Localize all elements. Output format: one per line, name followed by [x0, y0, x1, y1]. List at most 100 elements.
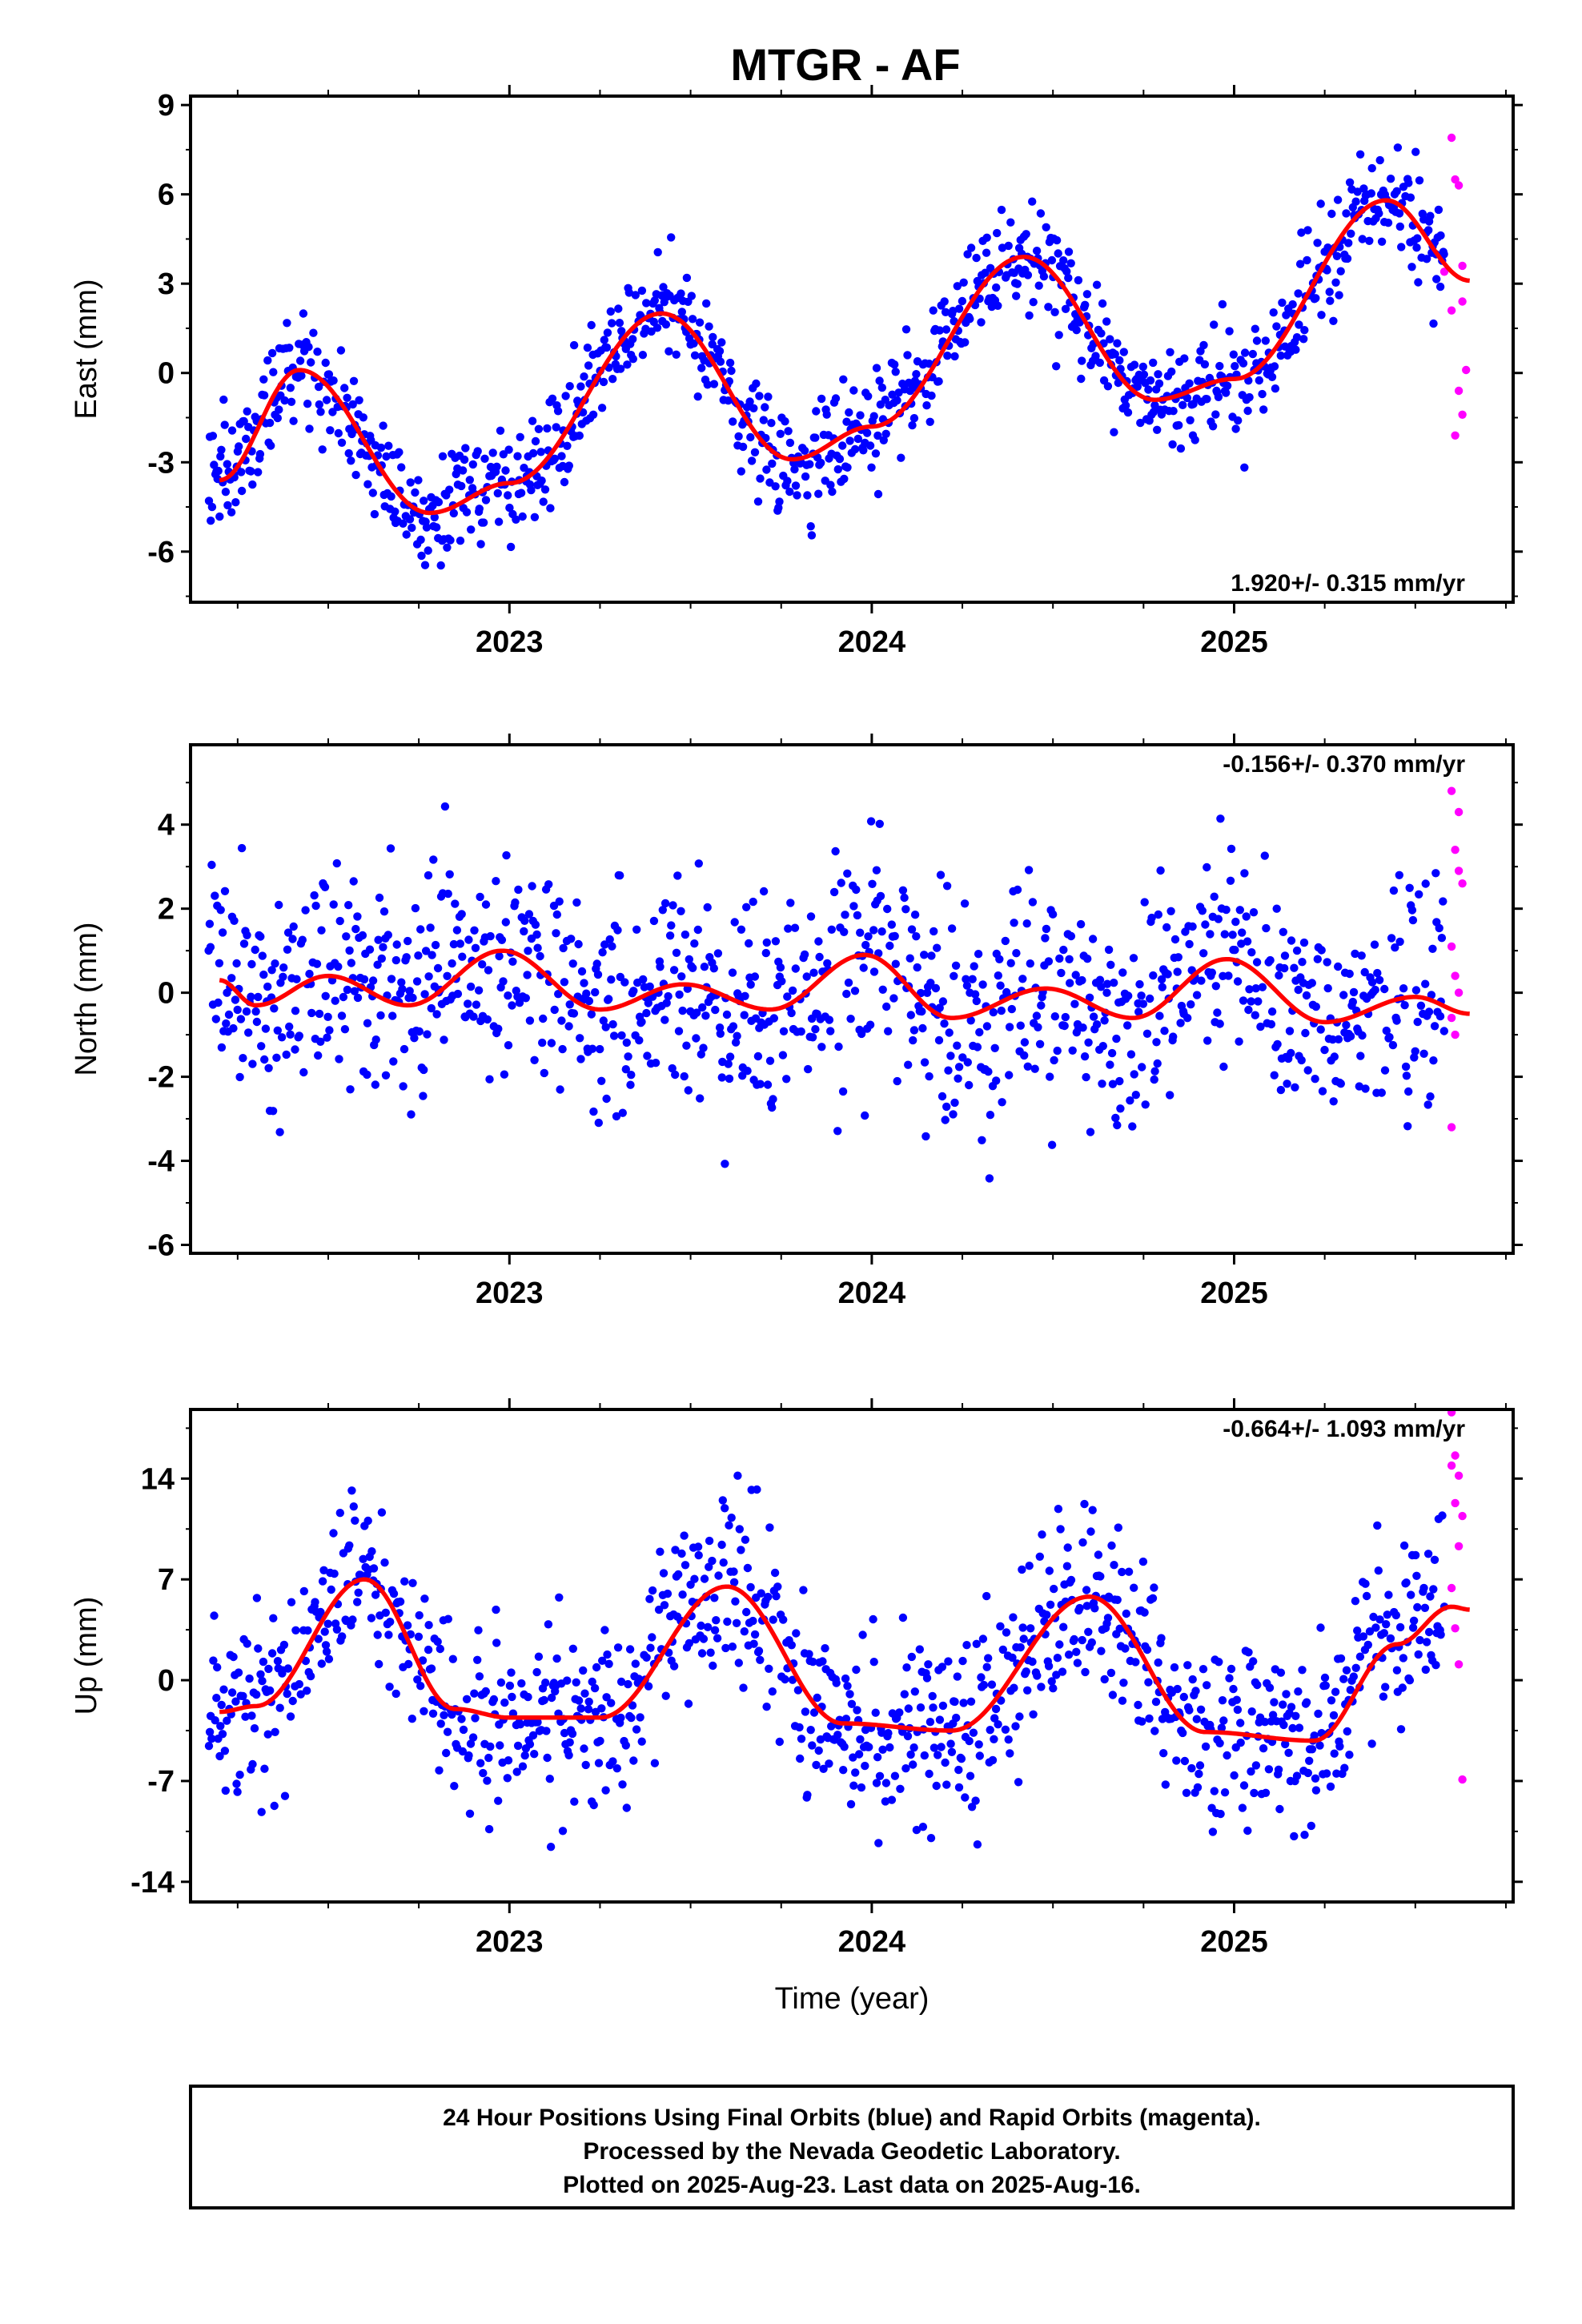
up-point — [1115, 1624, 1124, 1634]
east-point — [295, 356, 305, 365]
east-point — [1215, 361, 1224, 371]
east-point — [446, 536, 455, 545]
east-point — [1261, 336, 1271, 345]
north-point — [694, 859, 703, 868]
east-point — [608, 375, 617, 384]
up-point — [944, 1657, 953, 1666]
up-point — [440, 1711, 448, 1719]
north-point — [528, 882, 536, 891]
up-point — [231, 1697, 240, 1706]
up-point — [216, 1722, 225, 1731]
north-point — [869, 926, 878, 935]
east-point — [1144, 385, 1153, 394]
east-point — [363, 480, 372, 489]
east-point — [243, 407, 251, 416]
north-point — [550, 1005, 559, 1015]
up-point — [217, 1700, 226, 1710]
up-point — [338, 1632, 347, 1641]
east-point — [351, 470, 360, 480]
north-point — [373, 960, 382, 969]
up-rate-label: -0.664+/- 1.093 mm/yr — [1223, 1416, 1465, 1442]
up-point — [916, 1703, 926, 1712]
north-point — [765, 1056, 775, 1065]
north-point — [909, 1035, 917, 1045]
north-point — [601, 1023, 610, 1031]
up-point — [967, 1803, 977, 1811]
north-point — [992, 1076, 1001, 1085]
north-point — [596, 1044, 604, 1054]
east-point — [1052, 362, 1061, 371]
north-point — [457, 910, 466, 919]
up-point — [416, 1682, 425, 1691]
north-point — [444, 889, 452, 899]
north-point — [254, 992, 263, 1002]
north-point — [1329, 1097, 1338, 1106]
up-point — [602, 1693, 611, 1702]
east-point — [755, 392, 764, 400]
up-point — [1195, 1761, 1205, 1770]
east-point — [993, 228, 1002, 238]
east-point — [1062, 267, 1071, 276]
north-point — [627, 1071, 636, 1080]
east-point — [283, 319, 291, 328]
up-point — [772, 1592, 781, 1601]
up-point — [1438, 1511, 1447, 1520]
up-point — [1142, 1645, 1152, 1655]
up-point — [694, 1550, 703, 1560]
north-point — [289, 922, 298, 931]
north-point — [251, 1007, 260, 1016]
up-point — [260, 1764, 269, 1773]
north-point — [1001, 936, 1010, 946]
north-point — [671, 1070, 680, 1080]
north-point — [343, 985, 352, 995]
east-point — [420, 561, 430, 569]
up-point — [705, 1536, 714, 1546]
north-point — [325, 1026, 334, 1035]
up-point — [220, 1747, 230, 1755]
north-point — [1006, 959, 1015, 967]
up-point — [396, 1597, 405, 1606]
north-point — [1018, 975, 1027, 983]
north-frame — [189, 743, 1515, 1255]
up-point — [1191, 1687, 1200, 1695]
north-point — [252, 1017, 262, 1027]
up-point — [991, 1704, 1001, 1714]
east-point — [950, 352, 959, 361]
east-point — [557, 452, 566, 460]
east-point — [867, 463, 876, 472]
east-point — [1434, 205, 1443, 215]
north-point — [622, 1038, 631, 1047]
east-point — [1424, 226, 1433, 235]
north-point — [1242, 912, 1251, 921]
north-point — [769, 1095, 777, 1104]
east-point — [313, 348, 322, 356]
up-point — [805, 1650, 813, 1659]
east-point — [334, 428, 343, 438]
east-point — [814, 489, 823, 498]
up-point — [204, 1742, 214, 1751]
up-point — [1351, 1663, 1360, 1672]
east-point — [420, 497, 428, 505]
north-point — [940, 1019, 949, 1028]
north-point — [1222, 905, 1231, 915]
east-rapid-point — [1454, 386, 1464, 396]
east-point — [1336, 267, 1345, 275]
up-point — [986, 1726, 994, 1735]
north-point — [1408, 915, 1418, 925]
east-point — [391, 507, 400, 516]
up-point — [1052, 1671, 1061, 1679]
north-point — [950, 971, 958, 981]
east-point — [672, 350, 681, 359]
north-xtick-label: 2024 — [838, 1277, 906, 1310]
north-point — [311, 901, 320, 911]
north-ytick-label: -6 — [147, 1229, 175, 1263]
up-point — [207, 1734, 216, 1743]
up-point — [443, 1727, 452, 1736]
north-point — [500, 1070, 509, 1079]
up-point — [464, 1751, 473, 1760]
north-point — [1166, 1091, 1174, 1100]
up-point — [631, 1659, 640, 1668]
footer-line-2: Processed by the Nevada Geodetic Laborat… — [583, 2138, 1120, 2165]
up-point — [1192, 1715, 1202, 1723]
east-point — [1210, 320, 1219, 329]
